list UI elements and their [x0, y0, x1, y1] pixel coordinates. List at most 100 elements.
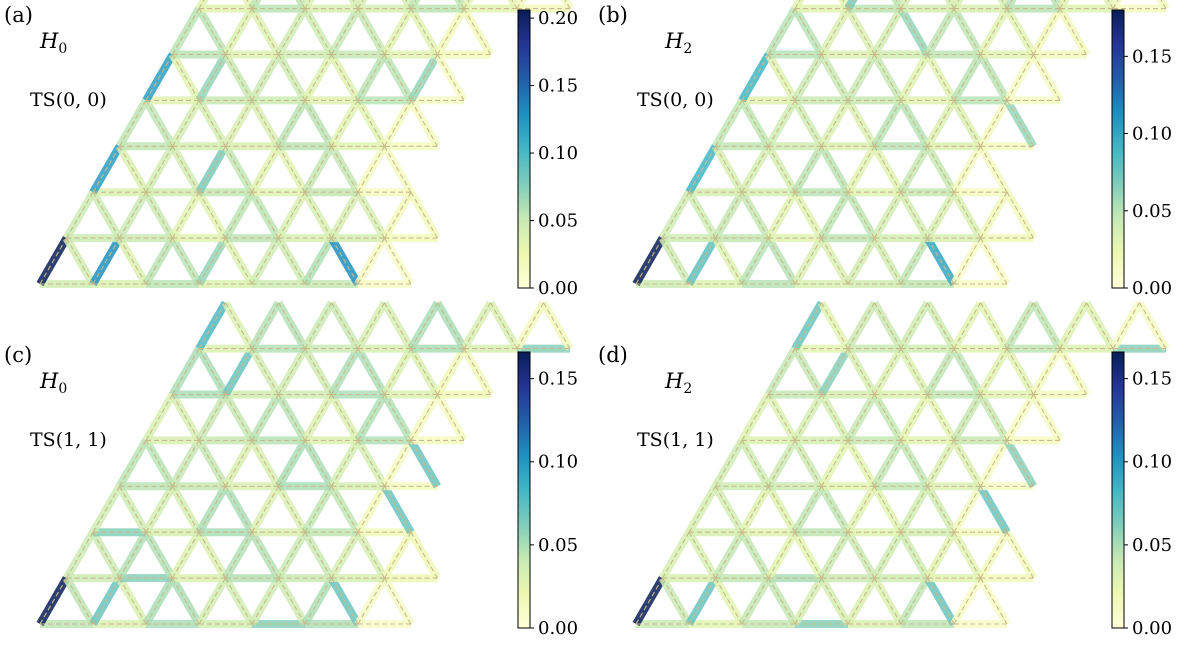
lattice-edge [821, 100, 849, 147]
lattice-edge [927, 348, 955, 395]
lattice-edge [251, 302, 279, 349]
lattice-edge [331, 394, 359, 441]
lattice-edge [410, 191, 438, 239]
lattice-edge [198, 0, 205, 9]
lattice-edge [768, 237, 796, 285]
lattice-edge [357, 100, 385, 147]
state-label-a: TS(0, 0) [30, 89, 107, 111]
lattice-edge [225, 191, 253, 239]
lattice-edge [715, 191, 743, 239]
lattice-edge [384, 237, 412, 285]
hamiltonian-label-b: H2 [664, 29, 692, 57]
lattice-edge [490, 302, 518, 349]
lattice-dash-layer [635, 0, 1167, 285]
lattice-edge [251, 577, 279, 625]
lattice-edge [225, 348, 253, 395]
lattice-edge [331, 237, 359, 285]
lattice-edge [357, 8, 385, 55]
lattice-edge [847, 302, 875, 349]
lattice-edge [900, 440, 928, 487]
lattice-edge [768, 8, 796, 55]
lattice-edge [39, 237, 67, 285]
lattice-edge [145, 146, 173, 193]
lattice-edge [198, 531, 226, 579]
lattice-edge [953, 348, 981, 395]
lattice-edge [847, 348, 875, 395]
lattice-edge [331, 302, 359, 349]
lattice-edge [92, 237, 120, 285]
lattice-edge [874, 146, 902, 193]
colorbar-tick-label: 0.05 [538, 535, 578, 556]
lattice-edge [357, 577, 385, 625]
lattice-edge [794, 577, 822, 625]
lattice-edge [953, 302, 981, 349]
lattice-edge [768, 100, 796, 147]
lattice-edge [251, 8, 279, 55]
lattice-edge [794, 191, 822, 239]
lattice-edge [172, 440, 200, 487]
lattice-edge [331, 54, 359, 101]
hamiltonian-subscript: 2 [683, 381, 692, 397]
lattice-edge [172, 191, 200, 239]
lattice-edge [953, 54, 981, 101]
lattice-edge [278, 146, 306, 193]
panel-tag-d: (d) [598, 343, 628, 367]
state-label-c: TS(1, 1) [30, 429, 107, 451]
lattice-edge [119, 191, 147, 239]
lattice-edge [1112, 302, 1140, 349]
lattice-edge [980, 531, 1008, 579]
lattice-d [632, 300, 1170, 628]
colorbar-tick-label: 0.15 [538, 76, 578, 97]
lattice-edge [304, 440, 332, 487]
lattice-edge [458, 0, 465, 9]
lattice-edge [874, 394, 902, 441]
lattice-edge [198, 486, 226, 533]
lattice-edge [304, 348, 332, 395]
lattice-edge [1112, 0, 1119, 9]
lattice-edge [198, 100, 226, 147]
lattice-edge [1033, 302, 1061, 349]
lattice-edge [331, 531, 359, 579]
lattice-edge [1006, 0, 1013, 9]
lattice-edge [927, 302, 955, 349]
lattice-edge [410, 302, 438, 349]
lattice-edge [821, 577, 849, 625]
lattice-edge [1033, 54, 1061, 101]
colorbar-gradient [517, 351, 531, 629]
colorbar-tick-label: 0.15 [1132, 369, 1172, 390]
lattice-edge [847, 531, 875, 579]
lattice-edge [119, 146, 147, 193]
lattice-edge [741, 394, 769, 441]
lattice-edge [715, 146, 743, 193]
lattice-edge [145, 577, 173, 625]
lattice-edge [980, 146, 1008, 193]
lattice-edge [119, 237, 147, 285]
lattice-edge [357, 146, 385, 193]
lattice-edge [172, 237, 200, 285]
colorbar-tick-label: 0.20 [538, 8, 578, 29]
lattice-edge [511, 0, 518, 9]
lattice-edge [564, 0, 571, 9]
lattice-edge [304, 531, 332, 579]
lattice-edge [1086, 302, 1114, 349]
lattice-edge [874, 531, 902, 579]
lattice-edge [1059, 0, 1066, 9]
lattice-edge [842, 0, 849, 9]
lattice-edge [1006, 440, 1034, 487]
lattice-edge [980, 394, 1008, 441]
lattice-edge [304, 577, 332, 625]
lattice-edge [927, 394, 955, 441]
lattice-edge [1059, 8, 1087, 55]
colorbar-tick-label: 0.10 [538, 143, 578, 164]
lattice-edge [278, 302, 306, 349]
lattice-edge [874, 348, 902, 395]
lattice-edge [225, 394, 253, 441]
lattice-edge [794, 100, 822, 147]
lattice-edge [874, 577, 902, 625]
colorbar-b: 0.00 0.05 0.10 0.15 [1111, 9, 1172, 299]
lattice-edge [66, 237, 94, 285]
lattice-edge [1006, 8, 1034, 55]
lattice-edge [741, 577, 769, 625]
lattice-edge [384, 191, 412, 239]
bond-layer [632, 300, 1170, 628]
